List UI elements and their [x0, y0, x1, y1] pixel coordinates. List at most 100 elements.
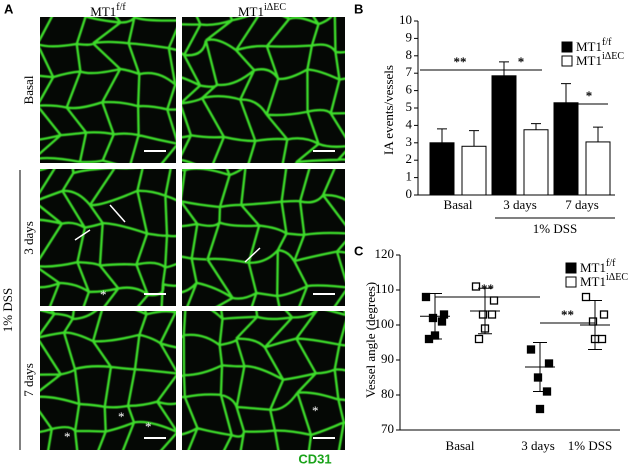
- y-tick-label: 9: [406, 29, 413, 44]
- cell-network: [182, 169, 345, 306]
- data-point: [471, 282, 481, 291]
- row-label: Basal: [21, 75, 36, 104]
- error-bar: [437, 128, 447, 143]
- label-base: MT1: [90, 4, 116, 19]
- data-point: [439, 310, 449, 319]
- error-bar: [561, 83, 571, 103]
- annotation-symbol: *: [118, 409, 125, 424]
- arrow: [74, 229, 91, 241]
- panel-label: A: [4, 1, 14, 16]
- x-tick-label: 7 days: [565, 197, 599, 212]
- cell-borders: [40, 17, 176, 163]
- arrow: [109, 204, 126, 223]
- y-tick-label: 1: [406, 169, 413, 184]
- y-tick-label: 2: [406, 151, 413, 166]
- data-point: [533, 373, 543, 382]
- label-base: MT1: [238, 4, 264, 19]
- y-tick-label: 0: [406, 186, 413, 201]
- legend-swatch: [561, 55, 573, 67]
- column-header: MT1f/f: [90, 2, 126, 19]
- y-tick-label: 4: [406, 116, 413, 131]
- cell-borders: [182, 169, 345, 306]
- sd-bar: [428, 293, 442, 340]
- arrow: [244, 247, 261, 263]
- data-point: [581, 292, 591, 302]
- label-superscript: iΔEC: [606, 272, 628, 283]
- label-superscript: f/f: [606, 258, 616, 269]
- label-superscript: f/f: [602, 37, 612, 48]
- row-label: 7 days: [21, 363, 36, 397]
- bar: [523, 129, 549, 196]
- annotation-symbol: *: [145, 419, 152, 434]
- significance-label: **: [561, 307, 574, 322]
- y-tick-label: 70: [381, 421, 394, 436]
- y-tick-label: 10: [399, 12, 412, 27]
- error-bar: [531, 123, 541, 130]
- bar: [553, 102, 579, 196]
- significance-label: *: [586, 88, 593, 103]
- cell-network: [40, 17, 176, 163]
- y-axis-label: Vessel angle (degrees): [363, 282, 378, 398]
- legend-label: MT1f/f: [580, 258, 616, 275]
- y-tick-label: 90: [381, 351, 394, 366]
- y-tick-label: 100: [375, 316, 395, 331]
- data-point: [535, 404, 545, 414]
- y-axis-label: IA events/vessels: [381, 65, 396, 155]
- row-label: 3 days: [21, 221, 36, 255]
- significance-label: **: [454, 54, 467, 69]
- label-superscript: f/f: [116, 2, 126, 13]
- y-tick-label: 7: [406, 64, 413, 79]
- micrographs: [40, 17, 345, 450]
- x-tick-label: 3 days: [503, 197, 537, 212]
- sd-bar: [588, 300, 602, 350]
- legend-swatch: [565, 276, 577, 288]
- data-point: [489, 296, 499, 305]
- data-point: [474, 334, 484, 344]
- bar: [461, 145, 487, 196]
- micrograph-bg: [40, 169, 176, 306]
- column-header: MT1iΔEC: [238, 2, 286, 19]
- label-base: MT1: [580, 274, 606, 289]
- cell-borders: [182, 17, 345, 163]
- significance-label: **: [481, 281, 494, 296]
- data-point: [597, 334, 607, 344]
- sd-bar: [478, 287, 492, 335]
- legend-label: MT1iΔEC: [576, 51, 624, 68]
- cell-borders: [182, 311, 345, 450]
- legend-swatch: [561, 41, 573, 53]
- x-tick-label: 3 days: [521, 438, 555, 453]
- legend-label: MT1f/f: [576, 37, 612, 54]
- group-label: 1% DSS: [533, 221, 577, 236]
- x-tick-label: Basal: [446, 438, 475, 453]
- data-point: [437, 317, 447, 326]
- y-tick-label: 3: [406, 134, 413, 149]
- legend-label: MT1iΔEC: [580, 272, 628, 289]
- micrograph-bg: [182, 169, 345, 306]
- label-base: MT1: [580, 260, 606, 275]
- data-point: [526, 345, 536, 354]
- legend-swatch: [565, 262, 577, 274]
- significance-label: *: [518, 54, 525, 69]
- cell-network: [40, 311, 176, 450]
- cell-network: [182, 311, 345, 450]
- annotation-symbol: *: [100, 287, 107, 302]
- error-bar: [499, 61, 509, 76]
- data-point: [428, 313, 438, 323]
- label-superscript: iΔEC: [264, 2, 286, 13]
- data-point: [544, 359, 554, 368]
- error-bar: [593, 126, 603, 142]
- y-tick-label: 5: [406, 99, 413, 114]
- x-tick-label: Basal: [444, 197, 473, 212]
- y-tick-label: 120: [375, 246, 395, 261]
- data-point: [599, 310, 609, 319]
- cell-borders: [40, 311, 176, 450]
- y-tick-label: 110: [375, 281, 394, 296]
- data-point: [487, 310, 497, 319]
- label-superscript: iΔEC: [602, 51, 624, 62]
- cell-network: [40, 169, 176, 306]
- bar: [429, 142, 455, 196]
- x-tick-label: 1% DSS: [568, 438, 612, 453]
- label-base: MT1: [576, 53, 602, 68]
- micrograph-bg: [182, 311, 345, 450]
